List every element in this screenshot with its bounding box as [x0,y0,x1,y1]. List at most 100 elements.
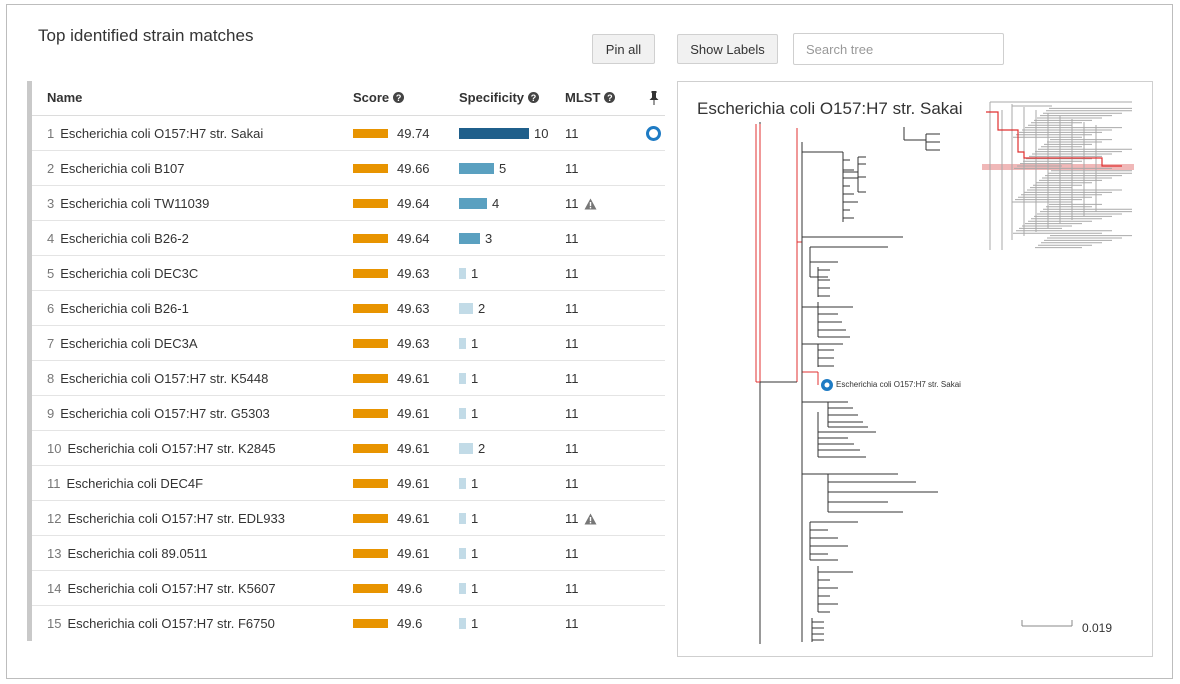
selected-leaf-marker-center [824,382,830,388]
specificity-bar [459,268,466,279]
score-value: 49.63 [397,301,430,316]
score-value: 49.63 [397,336,430,351]
question-circle-icon[interactable]: ? [604,92,616,103]
specificity-value: 1 [471,476,479,491]
specificity-value: 1 [471,406,479,421]
table-row[interactable]: 11 Escherichia coli DEC4F 49.61 1 11 [32,466,665,501]
strain-name-cell: 6 Escherichia coli B26-1 [47,301,189,316]
row-index: 12 [47,511,62,526]
scale-bar-label: 0.019 [1082,621,1113,635]
mlst-cell: 11 [565,581,579,596]
strain-name: Escherichia coli O157:H7 str. Sakai [60,126,264,141]
score-value: 49.61 [397,546,430,561]
warning-triangle-icon[interactable] [584,198,597,210]
minimap-highlighted-path [986,111,1122,167]
strain-name-cell: 4 Escherichia coli B26-2 [47,231,189,246]
table-row[interactable]: 6 Escherichia coli B26-1 49.63 2 11 [32,291,665,326]
specificity-bar [459,408,466,419]
table-row[interactable]: 3 Escherichia coli TW11039 49.64 4 11 [32,186,665,221]
score-value: 49.61 [397,371,430,386]
score-value: 49.64 [397,196,430,211]
strain-name: Escherichia coli 89.0511 [67,546,208,561]
mlst-value: 11 [565,231,579,246]
row-index: 7 [47,336,55,351]
strain-name-cell: 9 Escherichia coli O157:H7 str. G5303 [47,406,270,421]
specificity-value: 1 [471,511,479,526]
table-row[interactable]: 5 Escherichia coli DEC3C 49.63 1 11 [32,256,665,291]
column-header-score[interactable]: Score? [353,90,405,105]
pin-all-button[interactable]: Pin all [592,34,655,64]
question-circle-icon[interactable]: ? [393,92,405,103]
strain-name: Escherichia coli B26-2 [60,231,189,246]
specificity-value: 4 [492,196,500,211]
score-value: 49.64 [397,231,430,246]
specificity-bar [459,163,494,174]
mlst-value: 11 [565,476,579,491]
score-value: 49.61 [397,476,430,491]
specificity-value: 10 [534,126,549,141]
table-row[interactable]: 7 Escherichia coli DEC3A 49.63 1 11 [32,326,665,361]
tree-title: Escherichia coli O157:H7 str. Sakai [697,99,963,118]
strain-name-cell: 11 Escherichia coli DEC4F [47,476,203,491]
mlst-value: 11 [565,581,579,596]
score-bar [353,129,388,138]
column-header-name[interactable]: Name [47,90,83,105]
mlst-cell: 11 [565,441,579,456]
mlst-cell: 11 [565,231,579,246]
specificity-bar [459,548,466,559]
score-bar [353,234,388,243]
strain-name: Escherichia coli O157:H7 str. EDL933 [67,511,285,526]
row-index: 8 [47,371,55,386]
strain-name: Escherichia coli DEC3C [60,266,199,281]
mlst-value: 11 [565,301,579,316]
row-index: 2 [47,161,55,176]
row-index: 15 [47,616,62,631]
table-body: 1 Escherichia coli O157:H7 str. Sakai 49.7… [32,116,665,641]
strain-name: Escherichia coli O157:H7 str. K5607 [67,581,276,596]
strain-name: Escherichia coli O157:H7 str. G5303 [60,406,270,421]
phylogenetic-tree[interactable] [678,82,1153,657]
table-row[interactable]: 13 Escherichia coli 89.0511 49.61 1 11 [32,536,665,571]
question-circle-icon[interactable]: ? [528,92,540,103]
specificity-value: 1 [471,336,479,351]
score-value: 49.63 [397,266,430,281]
mlst-cell: 11 [565,616,579,631]
mlst-value: 11 [565,266,579,281]
table-row[interactable]: 12 Escherichia coli O157:H7 str. EDL933 49… [32,501,665,536]
table-row[interactable]: 4 Escherichia coli B26-2 49.64 3 11 [32,221,665,256]
table-row[interactable]: 8 Escherichia coli O157:H7 str. K5448 49.6… [32,361,665,396]
column-header-mlst[interactable]: MLST? [565,90,616,105]
minimap-viewport [982,164,1134,170]
table-row[interactable]: 10 Escherichia coli O157:H7 str. K2845 49.… [32,431,665,466]
specificity-bar [459,618,466,629]
mlst-value: 11 [565,546,579,561]
strain-name-cell: 3 Escherichia coli TW11039 [47,196,209,211]
search-tree-input[interactable] [793,33,1004,65]
score-value: 49.61 [397,511,430,526]
show-labels-button[interactable]: Show Labels [677,34,778,64]
mlst-cell: 11 [565,196,597,211]
table-row[interactable]: 1 Escherichia coli O157:H7 str. Sakai 49.7… [32,116,665,151]
phylogenetic-tree-panel[interactable]: Escherichia coli O157:H7 str. Sakai Esch… [677,81,1153,657]
table-row[interactable]: 15 Escherichia coli O157:H7 str. F6750 49.… [32,606,665,641]
warning-triangle-icon[interactable] [584,513,597,525]
mlst-value: 11 [565,161,579,176]
pinned-ring-icon[interactable] [646,126,661,141]
row-index: 4 [47,231,55,246]
table-row[interactable]: 2 Escherichia coli B107 49.66 5 11 [32,151,665,186]
row-index: 11 [47,476,61,491]
table-row[interactable]: 9 Escherichia coli O157:H7 str. G5303 49.6… [32,396,665,431]
specificity-value: 1 [471,616,479,631]
table-header: Name Score? Specificity? MLST? [32,81,665,116]
mlst-value: 11 [565,336,579,351]
mlst-cell: 11 [565,126,579,141]
mlst-cell: 11 [565,371,579,386]
column-header-specificity[interactable]: Specificity? [459,90,540,105]
specificity-bar [459,443,473,454]
specificity-value: 3 [485,231,493,246]
strain-name-cell: 1 Escherichia coli O157:H7 str. Sakai [47,126,263,141]
table-row[interactable]: 14 Escherichia coli O157:H7 str. K5607 49.… [32,571,665,606]
strain-name-cell: 10 Escherichia coli O157:H7 str. K2845 [47,441,276,456]
strain-name: Escherichia coli B26-1 [60,301,189,316]
score-bar [353,584,388,593]
